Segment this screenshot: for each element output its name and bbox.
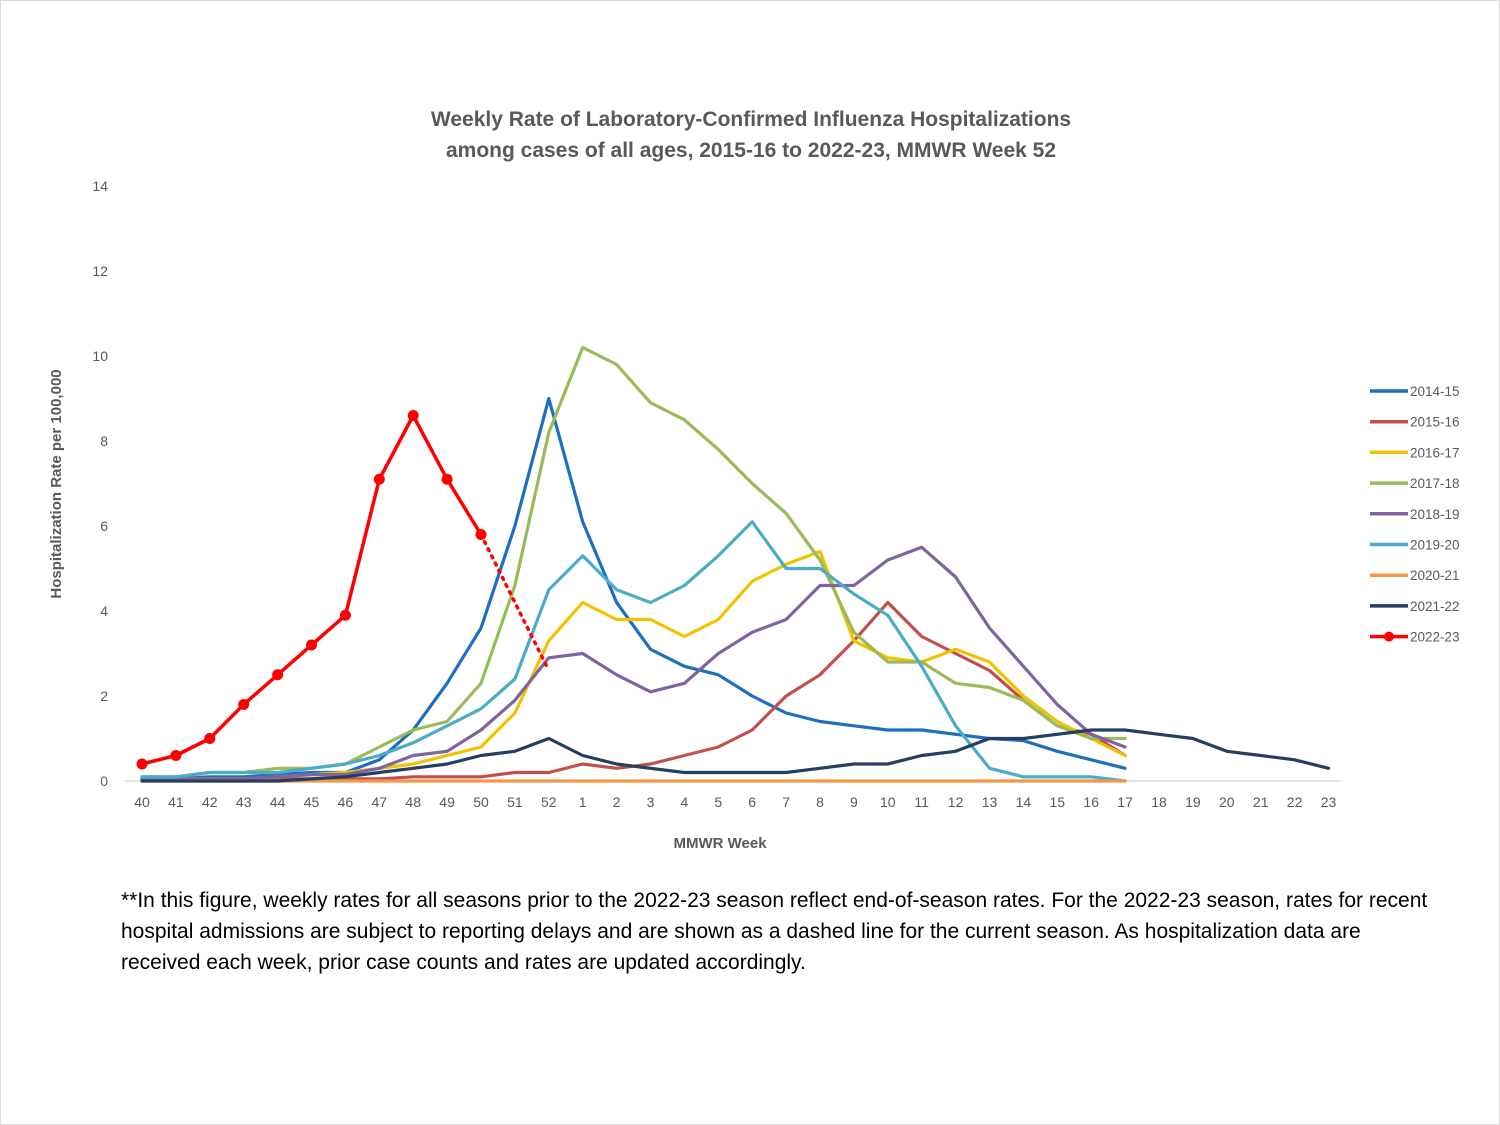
series-2018-19 — [140, 545, 1127, 781]
chart-title-line-2: among cases of all ages, 2015-16 to 2022… — [446, 139, 1056, 162]
y-tick-6: 6 — [100, 518, 108, 534]
x-tick-48: 48 — [405, 794, 421, 810]
x-tick-2: 2 — [613, 794, 621, 810]
data-point-2022-23-wk48 — [407, 410, 419, 421]
x-tick-20: 20 — [1219, 794, 1235, 810]
data-point-2022-23-wk45 — [306, 639, 317, 651]
x-tick-5: 5 — [714, 794, 722, 810]
legend-item-2016-17: 2016-17 — [1370, 445, 1460, 460]
legend-label: 2021-22 — [1410, 599, 1460, 614]
legend-item-2015-16: 2015-16 — [1370, 415, 1460, 430]
series-2022-23 — [136, 410, 551, 770]
data-point-2022-23-wk49 — [441, 473, 453, 485]
x-tick-11: 11 — [914, 794, 929, 810]
data-point-2022-23-wk42 — [204, 733, 216, 744]
legend-item-2020-21: 2020-21 — [1370, 568, 1460, 583]
y-axis-ticks: 0 2 4 6 8 10 12 14 — [92, 178, 108, 789]
y-tick-0: 0 — [100, 773, 108, 789]
legend-label: 2020-21 — [1410, 568, 1460, 583]
x-tick-45: 45 — [304, 794, 320, 810]
series-2017-18 — [140, 345, 1127, 779]
chart-title: Weekly Rate of Laboratory-Confirmed Infl… — [431, 108, 1071, 162]
x-tick-46: 46 — [338, 794, 354, 810]
y-tick-12: 12 — [92, 263, 108, 279]
data-point-2022-23-wk41 — [170, 750, 182, 761]
chart: Weekly Rate of Laboratory-Confirmed Infl… — [48, 108, 1460, 852]
legend-marker — [1384, 631, 1394, 642]
legend-label: 2014-15 — [1410, 384, 1460, 399]
series-line-2021-22 — [140, 728, 1331, 783]
x-tick-50: 50 — [473, 794, 489, 810]
series-projection-2022-23 — [479, 532, 551, 673]
x-tick-13: 13 — [982, 794, 998, 810]
series-line-2022-23 — [140, 413, 483, 766]
series-2014-15 — [140, 396, 1127, 781]
data-point-2022-23-wk50 — [475, 529, 487, 540]
x-tick-18: 18 — [1151, 794, 1167, 810]
x-tick-51: 51 — [507, 794, 523, 810]
x-tick-15: 15 — [1050, 794, 1066, 810]
legend-item-2019-20: 2019-20 — [1370, 538, 1460, 553]
series-line-2014-15 — [140, 396, 1127, 781]
legend-label: 2018-19 — [1410, 507, 1460, 522]
y-tick-4: 4 — [100, 603, 108, 619]
x-tick-49: 49 — [439, 794, 455, 810]
series-lines — [136, 345, 1331, 783]
legend-label: 2017-18 — [1410, 476, 1460, 491]
x-tick-14: 14 — [1016, 794, 1032, 810]
data-point-2022-23-wk43 — [238, 699, 250, 710]
x-tick-42: 42 — [202, 794, 218, 810]
data-point-2022-23-wk46 — [339, 609, 351, 621]
x-tick-12: 12 — [948, 794, 964, 810]
y-axis-title: Hospitalization Rate per 100,000 — [48, 369, 65, 598]
legend-item-2017-18: 2017-18 — [1370, 476, 1460, 491]
series-2019-20 — [140, 520, 1127, 783]
x-tick-7: 7 — [782, 794, 790, 810]
x-tick-23: 23 — [1321, 794, 1337, 810]
y-tick-10: 10 — [92, 348, 108, 364]
x-tick-52: 52 — [541, 794, 557, 810]
legend-item-2018-19: 2018-19 — [1370, 507, 1460, 522]
y-tick-14: 14 — [92, 178, 108, 194]
y-tick-8: 8 — [100, 433, 108, 449]
series-line-2019-20 — [140, 520, 1127, 783]
x-axis-title: MMWR Week — [673, 835, 767, 852]
x-tick-10: 10 — [880, 794, 896, 810]
x-tick-4: 4 — [681, 794, 689, 810]
y-tick-2: 2 — [100, 688, 108, 704]
x-tick-40: 40 — [134, 794, 150, 810]
legend-label: 2016-17 — [1410, 445, 1460, 460]
x-tick-43: 43 — [236, 794, 252, 810]
series-line-2017-18 — [140, 345, 1127, 779]
legend: 2014-15 2015-16 2016-17 2017-18 2018-19 2019-… — [1370, 384, 1460, 645]
legend-item-2014-15: 2014-15 — [1370, 384, 1460, 399]
data-point-2022-23-wk44 — [272, 669, 284, 681]
x-tick-8: 8 — [816, 794, 824, 810]
x-axis-ticks: 40 41 42 43 44 45 46 47 48 49 50 51 52 1 2 3 4 5 6 7 8 9 10 11 1… — [134, 794, 1336, 810]
x-tick-3: 3 — [647, 794, 655, 810]
x-tick-6: 6 — [748, 794, 756, 810]
legend-label: 2022-23 — [1410, 630, 1460, 645]
x-tick-44: 44 — [270, 794, 286, 810]
series-2021-22 — [140, 728, 1331, 783]
x-tick-47: 47 — [372, 794, 388, 810]
x-tick-1: 1 — [579, 794, 587, 810]
x-tick-41: 41 — [168, 794, 184, 810]
legend-item-2021-22: 2021-22 — [1370, 599, 1460, 614]
chart-title-line-1: Weekly Rate of Laboratory-Confirmed Infl… — [431, 108, 1071, 131]
data-point-2022-23-wk40 — [136, 758, 148, 770]
x-tick-21: 21 — [1253, 794, 1269, 810]
data-point-2022-23-wk47 — [373, 473, 385, 485]
x-tick-19: 19 — [1185, 794, 1201, 810]
series-line-2018-19 — [140, 545, 1127, 781]
legend-item-2022-23: 2022-23 — [1370, 630, 1460, 645]
x-tick-17: 17 — [1117, 794, 1133, 810]
legend-label: 2019-20 — [1410, 538, 1460, 553]
x-tick-16: 16 — [1083, 794, 1099, 810]
x-tick-9: 9 — [850, 794, 858, 810]
legend-label: 2015-16 — [1410, 415, 1460, 430]
x-tick-22: 22 — [1287, 794, 1303, 810]
footnote: **In this figure, weekly rates for all s… — [121, 889, 1428, 974]
